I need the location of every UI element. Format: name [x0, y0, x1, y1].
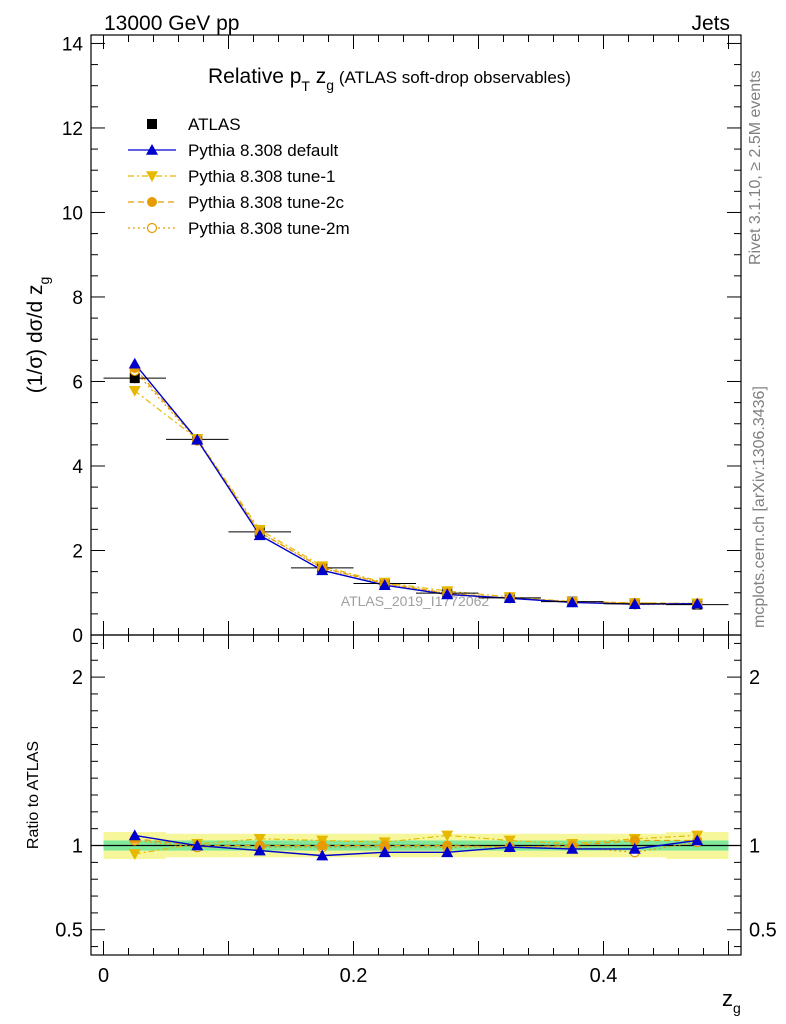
legend-marker-tune2c	[147, 197, 157, 207]
main-ytick-label: 14	[62, 34, 84, 55]
ratio-marker-tune2c	[629, 835, 640, 846]
main-ytick-label: 0	[72, 626, 83, 647]
legend-marker-tune1	[146, 171, 158, 182]
ratio-marker-tune2c	[442, 840, 453, 851]
ratio-marker-default	[503, 841, 516, 853]
main-series-default	[134, 363, 698, 605]
ratio-marker-tune1	[128, 849, 141, 860]
legend-label-default: Pythia 8.308 default	[188, 141, 339, 160]
legend-marker-data	[147, 119, 157, 129]
main-marker-default	[441, 588, 454, 600]
ratio-marker-default	[441, 846, 454, 858]
ratio-series-tune2m	[134, 839, 698, 853]
ratio-frame	[90, 634, 742, 956]
main-marker-default	[316, 564, 329, 576]
ratio-xtick-label: 0.2	[340, 965, 368, 987]
main-marker-tune1	[128, 385, 141, 397]
ratio-marker-tune1	[503, 835, 516, 847]
ratio-ytick-label: 0.5	[55, 920, 83, 942]
ratio-marker-default	[316, 849, 329, 861]
legend-label-tune1: Pythia 8.308 tune-1	[188, 167, 335, 186]
ratio-marker-default	[191, 839, 204, 851]
ratio-series-default	[134, 834, 698, 857]
ratio-series-tune1	[134, 834, 698, 855]
legend: ATLAS Pythia 8.308 default Pythia 8.308 tu…	[128, 115, 350, 238]
ratio-ytick-label: 1	[72, 836, 83, 858]
main-marker-default	[503, 592, 516, 604]
main-ytick-label: 6	[72, 372, 83, 393]
main-ytick-label: 12	[62, 119, 83, 140]
ratio-marker-default	[566, 842, 579, 854]
legend-marker-default	[146, 144, 158, 155]
header-left: 13000 GeV pp	[104, 12, 239, 35]
ratio-xtick-label: 0.4	[590, 965, 618, 987]
main-marker-default	[691, 597, 704, 609]
data-point	[129, 373, 140, 384]
main-marker-default	[191, 433, 204, 445]
ratio-ytick-label-right: 0.5	[749, 920, 777, 942]
ratio-marker-tune1	[253, 833, 266, 845]
legend-marker-tune2m	[146, 222, 158, 234]
main-panel: 0 2 4 6 8 10 12 14	[62, 34, 742, 647]
main-series-tune2m	[134, 370, 698, 606]
ratio-marker-default	[128, 829, 141, 841]
mcplots-label: mcplots.cern.ch [arXiv:1306.3436]	[751, 386, 768, 628]
ratio-ylabel: Ratio to ATLAS	[25, 741, 42, 849]
main-ytick-label: 4	[72, 457, 83, 478]
main-ytick-label: 10	[62, 203, 83, 224]
ratio-xtick-label: 0	[98, 965, 109, 987]
main-marker-default	[628, 598, 641, 609]
ratio-ytick-label-right: 1	[749, 836, 760, 858]
main-marker-default	[128, 357, 141, 369]
legend-label-tune2m: Pythia 8.308 tune-2m	[188, 219, 350, 238]
ratio-marker-tune2c	[379, 840, 390, 851]
legend-label-data: ATLAS	[188, 115, 241, 134]
main-marker-default	[253, 529, 266, 541]
main-series-tune1	[134, 390, 698, 604]
ratio-marker-default	[691, 834, 704, 846]
main-marker-default	[566, 596, 579, 608]
rivet-label: Rivet 3.1.10, ≥ 2.5M events	[747, 70, 764, 265]
main-ylabel: (1/σ) dσ/d zg	[24, 277, 52, 394]
ratio-marker-tune1	[441, 830, 454, 842]
main-series-tune2c	[134, 367, 698, 605]
main-ytick-label: 2	[72, 541, 83, 562]
ratio-marker-tune2c	[317, 840, 328, 851]
ratio-series-tune2c	[134, 838, 698, 848]
analysis-watermark: ATLAS_2019_I1772062	[341, 593, 490, 609]
plot-title: Relative pT zg (ATLAS soft-drop observab…	[208, 65, 571, 94]
header-right: Jets	[691, 12, 730, 35]
legend-label-tune2c: Pythia 8.308 tune-2c	[188, 193, 344, 212]
ratio-ytick-label: 2	[72, 667, 83, 689]
ratio-ytick-label-right: 2	[749, 667, 760, 689]
ratio-marker-default	[378, 846, 391, 858]
x-axis-label: zg	[722, 986, 741, 1016]
ratio-marker-default	[628, 842, 641, 854]
ratio-panel: 0 0.2 0.4 0.5 0.5 1 1 2 2	[55, 634, 777, 987]
ratio-marker-default	[253, 844, 266, 856]
main-ytick-label: 8	[72, 288, 83, 309]
main-marker-default	[378, 579, 391, 590]
